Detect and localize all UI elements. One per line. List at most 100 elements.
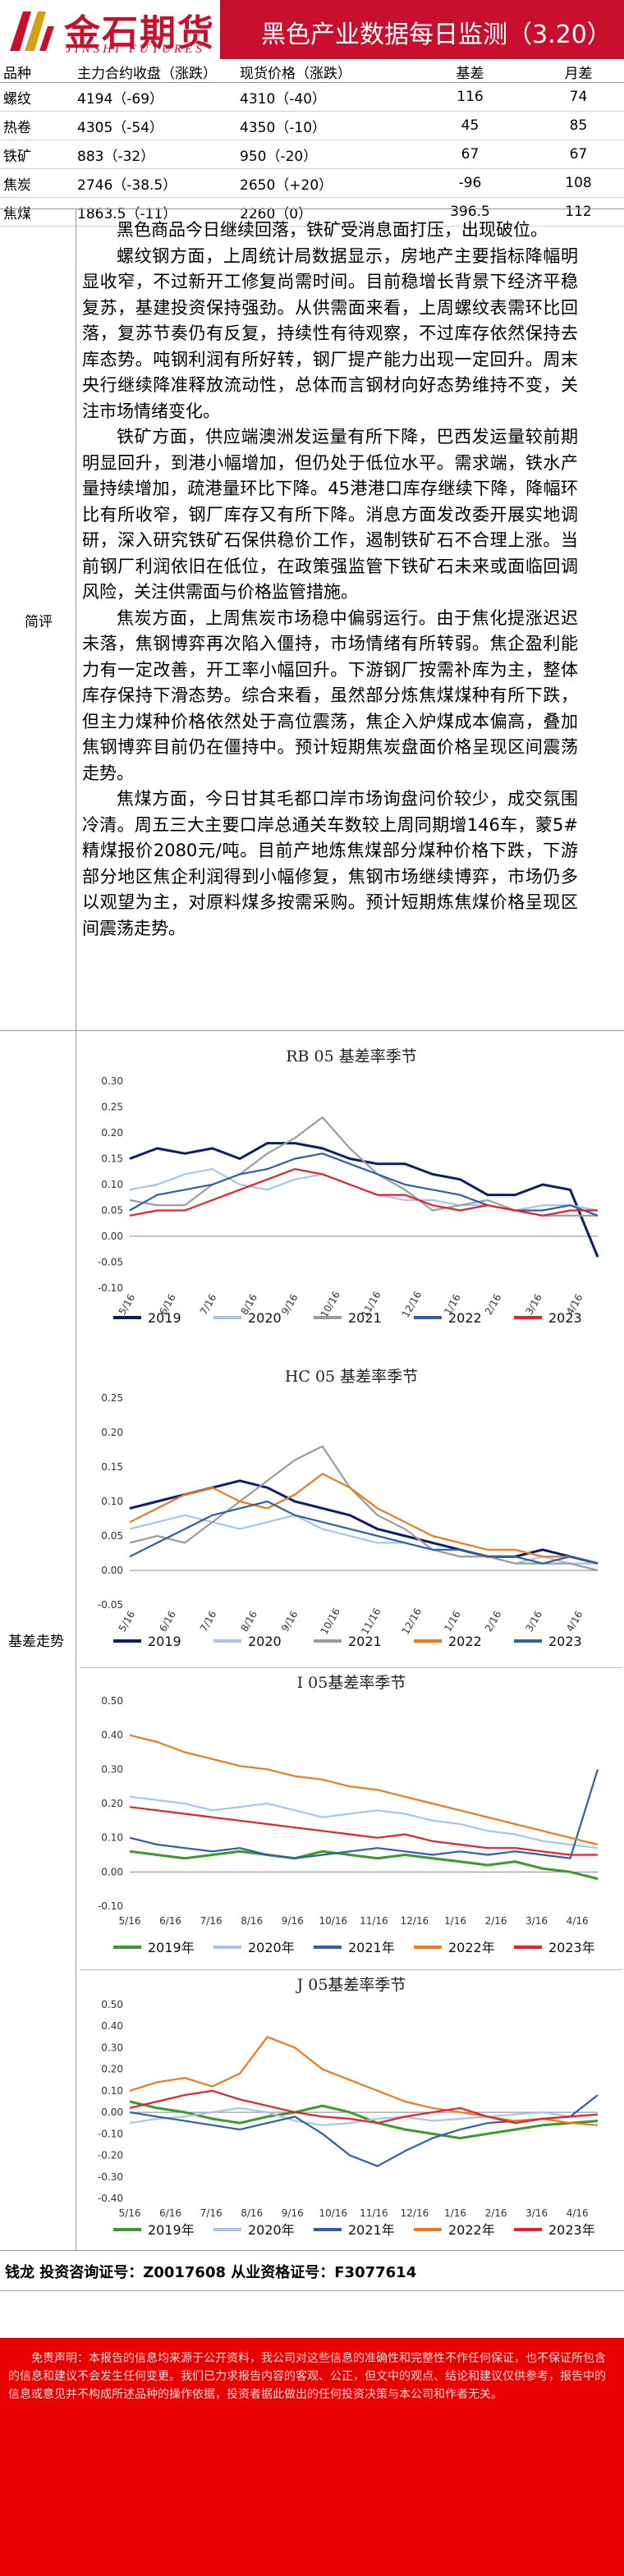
legend-label: 2020 <box>248 1310 282 1326</box>
chart-title: RB 05 基差率季节 <box>286 1047 417 1066</box>
commentary-paragraph-coke: 焦炭方面，上周焦炭市场稳中偏弱运行。由于焦化提涨迟迟未落，焦钢博弈再次陷入僵持，… <box>82 607 578 783</box>
cell-contract-close: 4305（-54） <box>74 111 236 140</box>
legend-label: 2023 <box>548 1310 582 1326</box>
header-variety: 品种 <box>0 61 74 83</box>
price-table-header: 品种 主力合约收盘（涨跌） 现货价格（涨跌） 基差 月差 <box>0 61 624 83</box>
cell-spot-price: 4350（-10） <box>236 111 407 140</box>
y-tick-label: -0.30 <box>98 2171 123 2183</box>
y-tick-label: 0.20 <box>101 1427 123 1438</box>
x-tick-label: 10/16 <box>319 2207 348 2219</box>
y-tick-label: 0.30 <box>101 1763 123 1775</box>
x-tick-label: 8/16 <box>241 1915 263 1927</box>
y-tick-label: 0.50 <box>101 1695 123 1707</box>
header-month-spread: 月差 <box>533 61 624 83</box>
y-tick-label: 0.10 <box>101 1832 123 1844</box>
cell-variety: 焦煤 <box>0 197 74 227</box>
x-tick-label: 8/16 <box>241 2207 263 2219</box>
cell-contract-close: 1863.5（-11） <box>74 197 236 227</box>
chart-hc: HC 05 基差率季节 0.25 0.20 0.15 0.10 0.05 0.00 -0.05… <box>80 1362 622 1667</box>
cell-basis: 67 <box>407 140 533 169</box>
x-tick-label: 2/16 <box>485 1915 507 1927</box>
logo-text-en: JINSHI FUTURES <box>66 43 205 56</box>
cell-variety: 螺纹 <box>0 82 74 112</box>
legend-label: 2022 <box>448 1634 482 1649</box>
y-tick-label: -0.10 <box>98 1282 123 1294</box>
legend-label: 2021年 <box>348 2222 395 2238</box>
chart-hc-svg: HC 05 基差率季节 0.25 0.20 0.15 0.10 0.05 0.00 -0.05… <box>98 1368 599 1649</box>
x-tick-label: 8/16 <box>238 1609 259 1634</box>
x-tick-label: 11/16 <box>359 1607 383 1637</box>
y-tick-label: -0.10 <box>98 2128 123 2139</box>
x-tick-label: 1/16 <box>442 1609 463 1634</box>
y-tick-label: 0.20 <box>101 1127 123 1139</box>
header-basis: 基差 <box>407 61 533 83</box>
chart-title: HC 05 基差率季节 <box>285 1368 418 1386</box>
series-line-2023年 <box>129 2089 599 2125</box>
x-tick-label: 3/16 <box>525 2207 548 2219</box>
cell-spot-price: 950（-20） <box>236 140 407 169</box>
cell-contract-close: 4194（-69） <box>74 82 236 112</box>
cell-spot-price: 2650（+20） <box>236 168 407 198</box>
chart-i: I 05基差率季节 0.50 0.40 0.30 0.20 0.10 0.00 -0.10 5/… <box>80 1667 622 1970</box>
series-line-2019年 <box>129 2100 599 2140</box>
page-title: 黑色产业数据每日监测（3.20） <box>261 21 612 49</box>
header-contract-close: 主力合约收盘（涨跌） <box>74 61 236 83</box>
x-tick-label: 11/16 <box>360 2207 388 2219</box>
chart-rb-svg: RB 05 基差率季节 0.30 0.25 0.20 0.15 0.10 0.05 0.00 -… <box>98 1047 599 1326</box>
chart-j-svg: J 05基差率季节 0.50 0.40 0.30 0.20 0.10 0.00 -0.10 -0… <box>98 1976 599 2238</box>
cell-variety: 热卷 <box>0 111 74 140</box>
y-tick-label: 0.30 <box>101 1075 123 1087</box>
y-tick-label: -0.40 <box>98 2193 123 2204</box>
x-tick-label: 5/16 <box>117 1292 138 1317</box>
cell-spot-price: 2260（0） <box>236 197 407 227</box>
x-tick-label: 10/16 <box>319 1607 342 1637</box>
legend-label: 2019 <box>148 1310 181 1326</box>
series-line-2019年 <box>129 1849 599 1881</box>
legend-label: 2020 <box>248 1634 282 1649</box>
y-tick-label: -0.10 <box>98 1900 123 1912</box>
commentary-label: 简评 <box>25 614 53 630</box>
y-tick-label: 0.05 <box>101 1205 123 1217</box>
legend-label: 2019年 <box>148 1940 195 1955</box>
x-tick-label: 12/16 <box>400 1290 424 1320</box>
x-tick-label: 5/16 <box>119 1915 141 1927</box>
y-tick-label: 0.10 <box>101 1496 123 1507</box>
series-line-2021 <box>129 1116 598 1217</box>
y-tick-label: 0.40 <box>101 1730 123 1741</box>
x-tick-label: 2/16 <box>483 1609 504 1634</box>
legend-label: 2023年 <box>548 2222 595 2238</box>
disclaimer-text: 免责声明：本报告的信息均来源于公开资料，我公司对这些信息的准确性和完整性不作任何… <box>8 2352 606 2401</box>
x-tick-label: 1/16 <box>444 1915 466 1927</box>
y-tick-label: 0.25 <box>101 1102 123 1113</box>
cell-contract-close: 883（-32） <box>74 140 236 169</box>
commentary-body: 黑色商品今日继续回落，铁矿受消息面打压，出现破位。 螺纹钢方面，上周统计局数据显… <box>82 218 578 942</box>
y-tick-label: 0.50 <box>101 1999 123 2010</box>
series-line-2023年 <box>129 1806 598 1856</box>
cell-variety: 铁矿 <box>0 140 74 169</box>
x-tick-label: 3/16 <box>525 1915 548 1927</box>
company-logo: 金石期货 JINSHI FUTURES <box>0 0 220 59</box>
y-tick-label: 0.00 <box>101 1565 123 1576</box>
x-tick-label: 6/16 <box>159 1915 181 1927</box>
y-tick-label: 0.25 <box>101 1392 123 1404</box>
basis-label-cell: 基差走势 <box>0 1030 76 2250</box>
logo-text-cn: 金石期货 <box>64 12 215 54</box>
cell-month-spread: 67 <box>533 140 624 169</box>
basis-section: 基差走势 RB 05 基差率季节 0.30 0.25 0.20 0.15 0.10 0.05… <box>0 1030 624 2251</box>
chart-title: I 05基差率季节 <box>297 1674 406 1692</box>
chart-rb: RB 05 基差率季节 0.30 0.25 0.20 0.15 0.10 0.05 0.00 -… <box>80 1042 622 1362</box>
cell-month-spread: 74 <box>533 82 624 112</box>
x-tick-label: 7/16 <box>200 2207 223 2219</box>
x-tick-label: 6/16 <box>157 1609 178 1634</box>
y-tick-label: 0.10 <box>101 1179 123 1190</box>
x-tick-label: 7/16 <box>200 1915 223 1927</box>
series-line-2020 <box>129 1514 598 1565</box>
x-tick-label: 9/16 <box>282 1915 304 1927</box>
commentary-label-cell: 简评 <box>0 209 76 1030</box>
x-tick-label: 10/16 <box>319 1915 348 1927</box>
disclaimer-box: 免责声明：本报告的信息均来源于公开资料，我公司对这些信息的准确性和完整性不作任何… <box>0 2338 624 2576</box>
y-tick-label: 0.00 <box>101 1866 123 1877</box>
cell-month-spread: 108 <box>533 168 624 198</box>
cell-spot-price: 4310（-40） <box>236 82 407 112</box>
